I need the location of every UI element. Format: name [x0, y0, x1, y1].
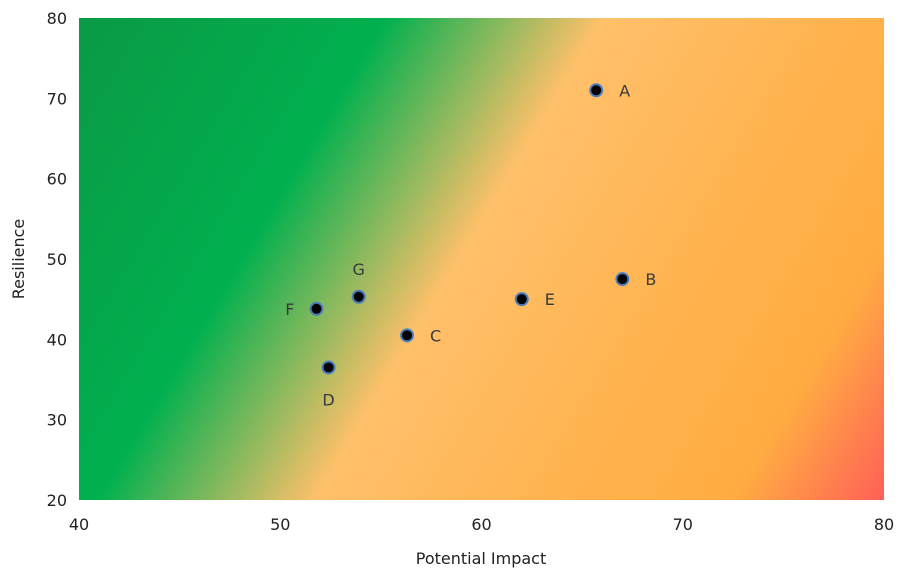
- y-tick-label: 80: [47, 9, 67, 28]
- y-tick-label: 60: [47, 170, 67, 189]
- y-tick-label: 70: [47, 89, 67, 108]
- y-axis-ticks: 20 30 40 50 60 70 80: [47, 9, 67, 510]
- data-points: A B C D E F G: [285, 81, 656, 409]
- data-point-e: [514, 292, 529, 307]
- y-tick-label: 40: [47, 330, 67, 349]
- x-axis-title: Potential Impact: [416, 549, 547, 568]
- data-label-b: B: [645, 270, 656, 289]
- x-tick-label: 80: [874, 515, 894, 534]
- y-tick-label: 50: [47, 250, 67, 269]
- data-label-c: C: [430, 326, 441, 345]
- y-axis-title: Resilience: [9, 219, 28, 300]
- data-point-c: [400, 328, 415, 343]
- data-label-d: D: [322, 390, 334, 409]
- x-tick-label: 40: [69, 515, 89, 534]
- x-tick-label: 60: [471, 515, 491, 534]
- x-tick-label: 70: [673, 515, 693, 534]
- data-point-b: [615, 272, 630, 287]
- data-label-g: G: [353, 260, 365, 279]
- plot-area-background: [79, 18, 884, 500]
- data-point-g: [351, 289, 366, 304]
- y-tick-label: 20: [47, 491, 67, 510]
- x-axis-ticks: 40 50 60 70 80: [69, 515, 894, 534]
- data-point-f: [309, 301, 324, 316]
- data-label-e: E: [545, 290, 555, 309]
- x-tick-label: 50: [270, 515, 290, 534]
- data-point-d: [321, 360, 336, 375]
- data-label-a: A: [619, 81, 630, 100]
- data-point-a: [589, 83, 604, 98]
- data-label-f: F: [285, 300, 294, 319]
- y-tick-label: 30: [47, 411, 67, 430]
